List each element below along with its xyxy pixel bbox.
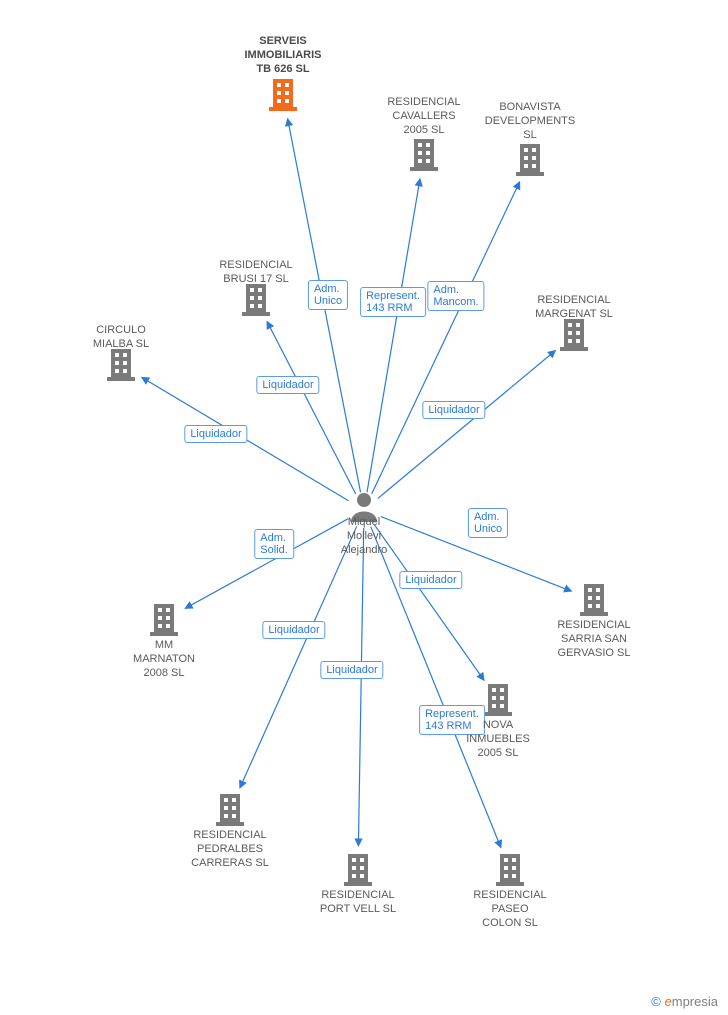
edge-label: Adm. Unico: [468, 508, 508, 538]
company-label[interactable]: BONAVISTA DEVELOPMENTS SL: [485, 100, 575, 142]
edge-label: Liquidador: [399, 571, 462, 589]
edges-layer: [0, 0, 728, 1015]
company-label[interactable]: RESIDENCIAL MARGENAT SL: [535, 293, 613, 321]
edge: [240, 526, 357, 788]
edge-label: Adm. Solid.: [254, 529, 294, 559]
copyright-e: e: [665, 994, 672, 1009]
company-icon[interactable]: [516, 144, 544, 176]
company-label[interactable]: RESIDENCIAL PORT VELL SL: [320, 888, 396, 916]
company-icon[interactable]: [484, 684, 512, 716]
edge: [358, 528, 363, 846]
edge: [367, 179, 420, 493]
company-icon[interactable]: [560, 319, 588, 351]
company-label[interactable]: RESIDENCIAL PASEO COLON SL: [473, 888, 546, 930]
company-label[interactable]: RESIDENCIAL SARRIA SAN GERVASIO SL: [557, 618, 630, 660]
company-icon[interactable]: [242, 284, 270, 316]
copyright-symbol: ©: [651, 994, 661, 1009]
edge-label: Adm. Mancom.: [427, 281, 484, 311]
edge-label: Liquidador: [184, 425, 247, 443]
copyright-text: mpresia: [672, 994, 718, 1009]
company-label[interactable]: MM MARNATON 2008 SL: [133, 638, 195, 680]
network-diagram: Adm. Unico Represent. 143 RRMAdm. Mancom.…: [0, 0, 728, 1015]
company-label[interactable]: CIRCULO MIALBA SL: [93, 323, 149, 351]
company-icon[interactable]: [216, 794, 244, 826]
edge: [267, 321, 356, 494]
company-icon[interactable]: [344, 854, 372, 886]
company-icon[interactable]: [580, 584, 608, 616]
edge: [374, 525, 484, 681]
edge-label: Liquidador: [256, 376, 319, 394]
company-icon[interactable]: [269, 79, 297, 111]
company-label[interactable]: SERVEIS IMMOBILIARIS TB 626 SL: [245, 34, 322, 76]
company-label[interactable]: RESIDENCIAL PEDRALBES CARRERAS SL: [191, 828, 269, 870]
edge-label: Represent. 143 RRM: [360, 287, 426, 317]
person-label[interactable]: Miquel Mollevi Alejandro: [341, 515, 387, 557]
edge-label: Liquidador: [262, 621, 325, 639]
edge: [372, 182, 520, 494]
company-label[interactable]: RESIDENCIAL BRUSI 17 SL: [219, 258, 292, 286]
company-icon[interactable]: [496, 854, 524, 886]
company-icon[interactable]: [107, 349, 135, 381]
company-icon[interactable]: [150, 604, 178, 636]
edge-label: Liquidador: [320, 661, 383, 679]
company-icon[interactable]: [410, 139, 438, 171]
edge-label: Adm. Unico: [308, 280, 348, 310]
edge-label: Liquidador: [422, 401, 485, 419]
copyright: © empresia: [651, 994, 718, 1009]
company-label[interactable]: NOVA INMUEBLES 2005 SL: [466, 718, 530, 760]
company-label[interactable]: RESIDENCIAL CAVALLERS 2005 SL: [387, 95, 460, 137]
